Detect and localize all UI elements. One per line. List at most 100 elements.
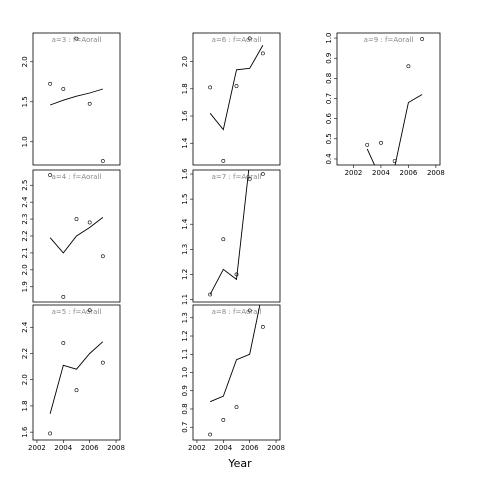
fit-line [49,341,104,414]
fit-line [49,217,104,254]
strip-label: a=9 : f=Aorall [364,36,414,44]
y-tick-label: 1.6 [181,110,189,122]
y-tick-label: 0.9 [325,53,333,64]
y-tick-label: 2.4 [21,196,29,208]
strip-label: a=7 : f=Aorall [212,173,262,181]
point [87,220,92,225]
y-tick-label: 1.4 [181,137,189,149]
point [87,308,92,313]
y-tick-label: 2.0 [21,264,29,275]
fit-line [366,94,423,165]
x-tick-label: 2008 [107,444,125,452]
y-tick-label: 1.2 [181,330,189,341]
point [365,142,370,147]
panel: a=9 : f=Aorall 0.4 0.5 0.6 0.7 0.8 0.9 1.0 2002 2… [325,32,445,177]
point [208,432,213,437]
panel: a=7 : f=Aorall 1.1 1.2 1.3 1.4 1.5 1.6 [181,168,281,305]
x-tick-label: 2008 [267,444,285,452]
y-tick-label: 2.4 [21,321,29,333]
y-tick-label: 1.2 [181,269,189,280]
y-tick-label: 1.0 [181,367,189,378]
y-tick-label: 2.0 [21,374,29,385]
point [392,159,397,163]
point [221,418,226,422]
fit-line [209,170,250,295]
point [48,81,53,86]
y-tick-label: 1.1 [181,294,189,305]
panel: a=6 : f=Aorall 1.4 1.6 1.8 2.0 [181,32,281,166]
panel-frame [192,32,281,166]
panel-frame [336,32,441,166]
point [87,101,92,106]
point [48,173,53,177]
y-tick-label: 1.5 [181,194,189,205]
y-tick-label: 0.9 [181,385,189,396]
point [208,85,213,90]
x-tick-label: 2006 [399,169,417,177]
x-tick-label: 2002 [345,169,363,177]
y-tick-label: 1.8 [181,83,189,94]
strip-label: a=4 : f=Aorall [52,173,102,181]
y-tick-label: 1.4 [181,218,189,230]
panel: a=5 : f=Aorall 1.6 1.8 2.0 2.2 2.4 2002 2004 200… [21,304,125,452]
panel: a=4 : f=Aorall 1.9 2.0 2.1 2.2 2.3 2.4 2.5 [21,169,121,303]
point [100,159,105,163]
x-axis-label: Year [227,457,252,470]
strip-label: a=5 : f=Aorall [52,308,102,316]
y-tick-label: 0.7 [181,422,189,433]
point [406,64,411,69]
y-tick-label: 2.0 [181,56,189,67]
strip-label: a=8 : f=Aorall [212,308,262,316]
y-tick-label: 1.0 [325,32,333,43]
y-tick-label: 1.8 [21,400,29,411]
point [247,36,252,41]
point [247,308,252,313]
point [221,237,226,242]
y-tick-label: 0.7 [325,93,333,104]
y-tick-label: 1.3 [181,244,189,255]
y-tick-label: 0.4 [325,153,333,165]
x-tick-label: 2004 [54,444,72,452]
point [260,51,265,56]
y-tick-label: 0.8 [325,73,333,84]
y-tick-label: 2.2 [21,230,29,241]
point [234,405,239,410]
y-tick-label: 1.3 [181,312,189,323]
panel: a=8 : f=Aorall 0.7 0.8 0.9 1.0 1.1 1.2 1.3 2002 2… [181,304,285,452]
point [100,360,105,365]
y-tick-label: 1.6 [181,168,189,180]
strip-label: a=6 : f=Aorall [212,36,262,44]
y-tick-label: 1.0 [21,136,29,147]
point [234,272,239,277]
x-tick-label: 2008 [427,169,445,177]
x-tick-label: 2004 [214,444,232,452]
y-tick-label: 2.2 [21,348,29,359]
point [221,159,226,163]
y-tick-label: 2.0 [21,56,29,67]
y-tick-label: 0.5 [325,133,333,144]
y-tick-label: 2.5 [21,180,29,191]
point [420,37,425,41]
fit-line [209,45,264,131]
point [379,140,383,145]
y-tick-label: 2.1 [21,247,29,258]
point [74,388,79,393]
y-tick-label: 1.9 [21,281,29,292]
fit-line [209,305,261,403]
panel-frame [192,304,281,441]
point [234,84,239,88]
point [208,292,213,297]
point [260,172,265,176]
y-tick-label: 2.3 [21,214,29,225]
point [61,87,66,91]
point [74,217,79,221]
point [74,36,79,41]
x-tick-label: 2004 [372,169,390,177]
panel-frame [32,32,121,166]
point [61,341,66,345]
fit-line [49,88,103,106]
x-tick-label: 2006 [81,444,99,452]
x-tick-label: 2002 [28,444,46,452]
